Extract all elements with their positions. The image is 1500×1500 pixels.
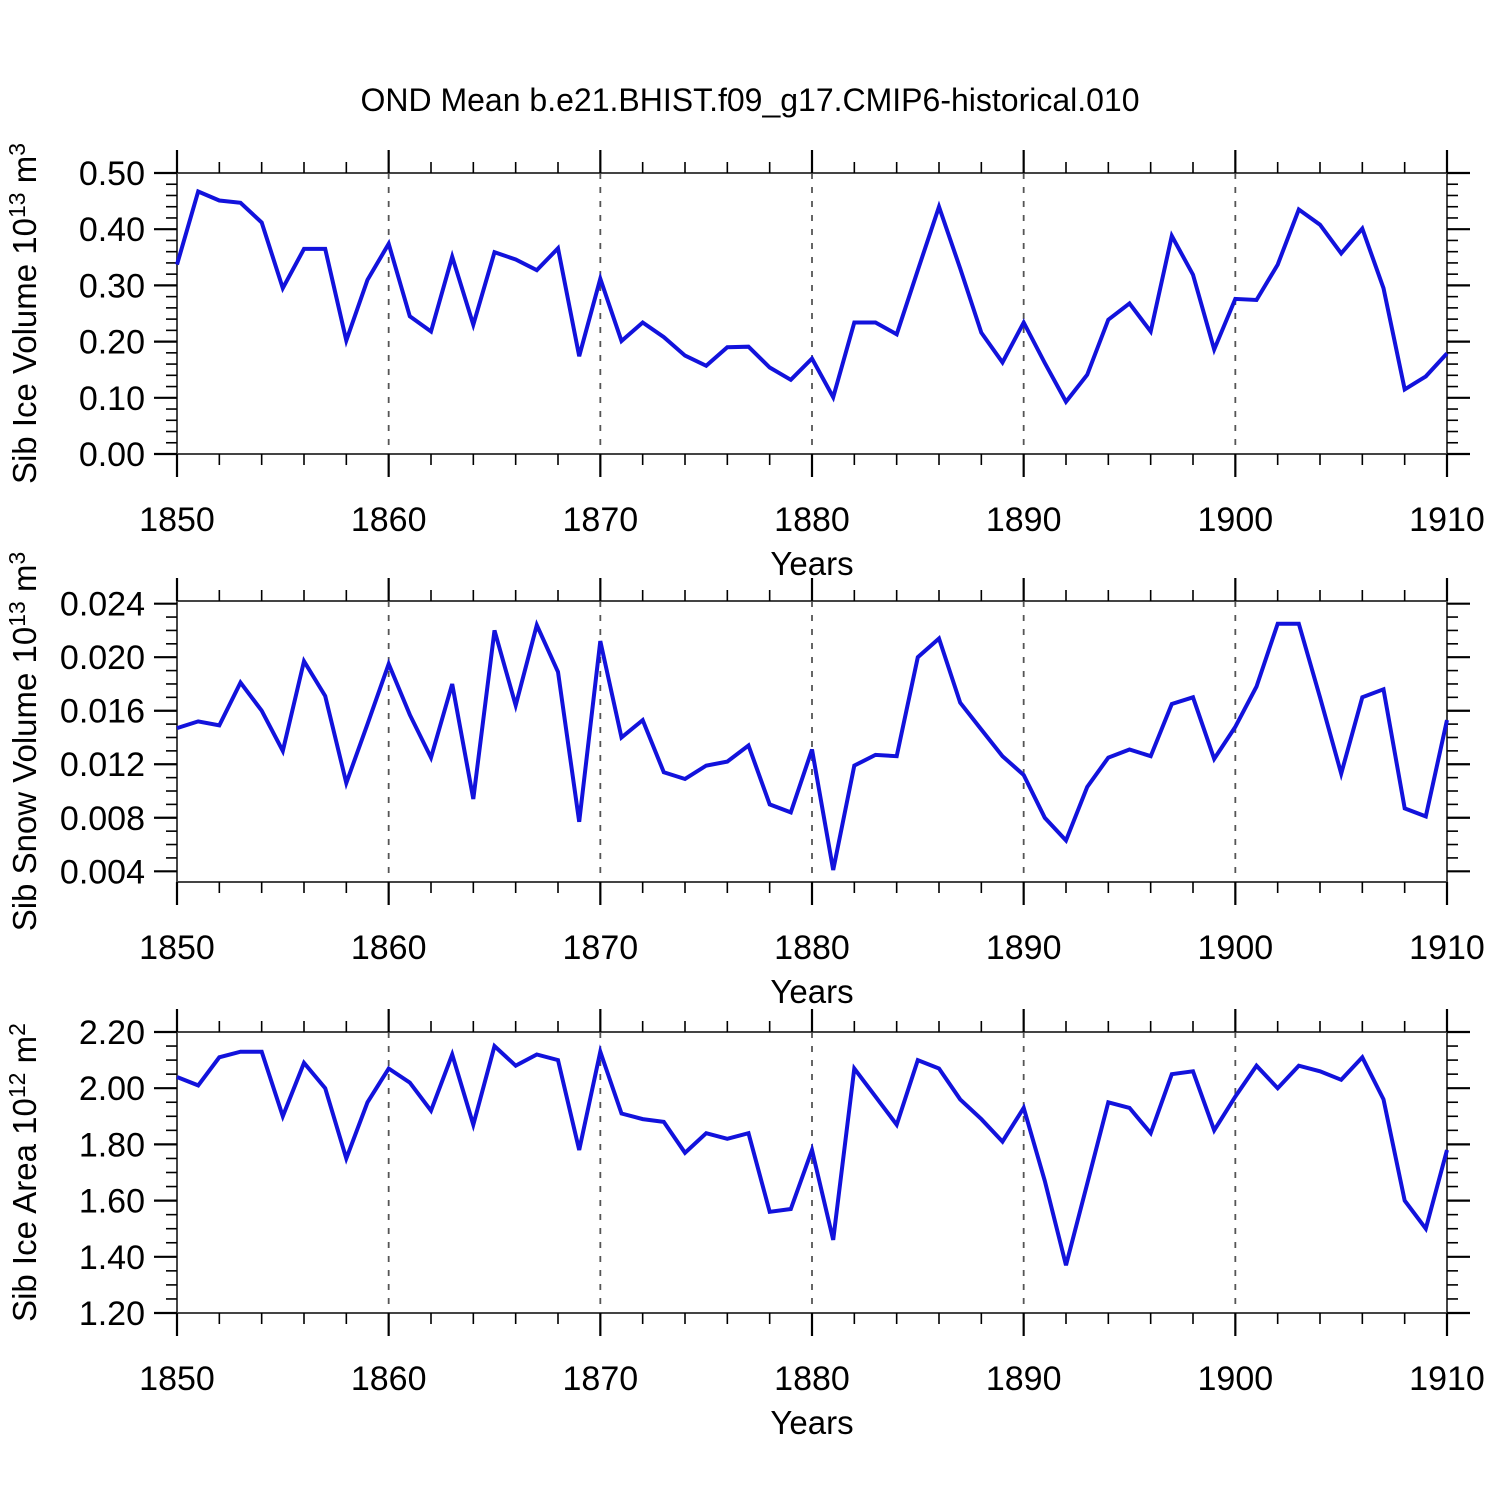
- x-tick-label: 1890: [986, 1360, 1062, 1398]
- x-tick-label: 1860: [351, 1360, 427, 1398]
- y-tick-label: 2.20: [79, 1014, 145, 1052]
- data-line-sib-ice-volume: [175, 188, 1449, 406]
- y-axis-title: Sib Snow Volume 1013 m3: [4, 552, 43, 932]
- x-tick-label: 1900: [1198, 501, 1274, 539]
- y-tick-label: 0.00: [79, 436, 145, 474]
- y-tick-label: 0.20: [79, 324, 145, 362]
- chart-title: OND Mean b.e21.BHIST.f09_g17.CMIP6-histo…: [360, 82, 1140, 118]
- y-tick-label: 0.020: [60, 639, 145, 677]
- y-tick-label: 2.00: [79, 1070, 145, 1108]
- x-tick-label: 1890: [986, 929, 1062, 967]
- x-axis-title: Years: [770, 973, 853, 1010]
- x-tick-label: 1890: [986, 501, 1062, 539]
- x-tick-label: 1850: [139, 1360, 215, 1398]
- x-tick-label: 1880: [774, 501, 850, 539]
- x-tick-label: 1900: [1198, 929, 1274, 967]
- y-tick-label: 0.012: [60, 746, 145, 784]
- x-tick-label: 1850: [139, 929, 215, 967]
- x-axis-title: Years: [770, 1404, 853, 1441]
- x-tick-label: 1880: [774, 929, 850, 967]
- x-tick-label: 1860: [351, 929, 427, 967]
- x-axis-title: Years: [770, 545, 853, 582]
- y-tick-label: 0.50: [79, 155, 145, 193]
- data-line-sib-ice-area: [176, 1042, 1449, 1266]
- y-tick-label: 1.40: [79, 1239, 145, 1277]
- y-tick-label: 0.30: [79, 267, 145, 305]
- x-tick-label: 1870: [563, 1360, 639, 1398]
- x-tick-label: 1870: [563, 501, 639, 539]
- y-axis-title: Sib Ice Area 1012 m2: [4, 1023, 43, 1322]
- x-tick-label: 1910: [1409, 501, 1485, 539]
- panel-2: 1850 1860 1870 1880 1890 1900 1910 1.20 1.40 1.60…: [4, 1009, 1485, 1441]
- panel-0: 1850 1860 1870 1880 1890 1900 1910 0.00 0.10 0.20…: [4, 143, 1485, 582]
- y-tick-label: 1.60: [79, 1183, 145, 1221]
- x-tick-label: 1860: [351, 501, 427, 539]
- y-tick-label: 0.024: [60, 586, 145, 624]
- y-axis-title: Sib Ice Volume 1013 m3: [4, 143, 43, 484]
- x-tick-label: 1900: [1198, 1360, 1274, 1398]
- y-tick-label: 0.008: [60, 800, 145, 838]
- y-tick-label: 1.20: [79, 1295, 145, 1333]
- y-tick-label: 1.80: [79, 1126, 145, 1164]
- y-tick-label: 0.016: [60, 693, 145, 731]
- y-tick-label: 0.004: [60, 853, 145, 891]
- x-tick-label: 1910: [1409, 929, 1485, 967]
- data-line-sib-snow-volume: [176, 619, 1449, 871]
- x-tick-label: 1870: [563, 929, 639, 967]
- x-tick-label: 1850: [139, 501, 215, 539]
- x-tick-label: 1880: [774, 1360, 850, 1398]
- panel-1: 1850 1860 1870 1880 1890 1900 1910 0.004 0.008 0.…: [4, 552, 1485, 1010]
- y-tick-label: 0.10: [79, 380, 145, 418]
- x-tick-label: 1910: [1409, 1360, 1485, 1398]
- y-tick-label: 0.40: [79, 211, 145, 249]
